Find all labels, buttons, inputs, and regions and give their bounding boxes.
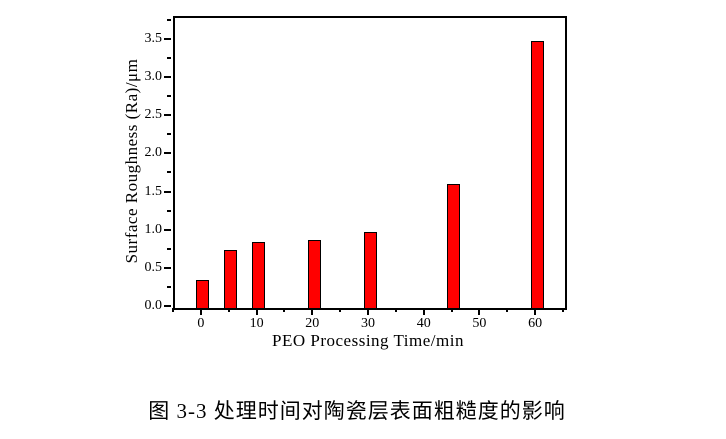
x-minor-tick (394, 308, 397, 312)
x-minor-tick (172, 308, 174, 312)
x-minor-tick (339, 308, 342, 312)
x-major-tick (478, 308, 481, 315)
x-tick-label: 40 (416, 316, 431, 331)
x-tick-label: 20 (305, 316, 320, 331)
x-minor-tick (562, 308, 564, 312)
y-minor-tick (167, 247, 171, 250)
x-tick-label: 60 (528, 316, 543, 331)
y-tick-label: 0.0 (144, 298, 163, 313)
y-tick-label: 0.5 (144, 259, 163, 275)
x-tick-label: 0 (197, 316, 205, 331)
y-tick-label: 1.0 (144, 221, 163, 237)
bar-20min (307, 240, 321, 308)
y-tick-label: 2.5 (144, 107, 163, 123)
bar-0min (196, 279, 210, 308)
y-major-tick (164, 305, 171, 307)
y-major-tick (164, 76, 171, 79)
y-minor-tick (167, 18, 171, 21)
x-tick-label: 50 (472, 316, 487, 331)
y-minor-tick (167, 209, 171, 212)
y-major-tick (164, 228, 171, 231)
bar-5min (224, 250, 238, 308)
x-minor-tick (283, 308, 286, 312)
y-tick-label: 1.5 (144, 183, 163, 199)
x-major-tick (311, 308, 314, 315)
bar-30min (363, 232, 377, 308)
bar-10min (252, 241, 266, 308)
y-minor-tick (167, 95, 171, 98)
y-minor-tick (167, 56, 171, 59)
bar-45min (447, 184, 461, 308)
figure-caption: 图 3-3 处理时间对陶瓷层表面粗糙度的影响 (148, 399, 566, 423)
y-minor-tick (167, 285, 171, 288)
x-major-tick (534, 308, 537, 315)
x-major-tick (367, 308, 369, 315)
y-major-tick (164, 266, 171, 269)
x-minor-tick (450, 308, 453, 312)
y-tick-label: 3.5 (144, 30, 163, 46)
x-minor-tick (227, 308, 230, 312)
x-major-tick (255, 308, 258, 315)
x-tick-label: 30 (361, 316, 375, 331)
y-major-tick (164, 114, 171, 117)
y-major-tick (164, 152, 171, 155)
x-tick-label: 10 (249, 316, 264, 331)
y-minor-tick (167, 133, 171, 136)
x-major-tick (199, 308, 202, 315)
x-major-tick (422, 308, 425, 315)
y-tick-label: 2.0 (144, 145, 163, 161)
bar-60min (530, 40, 544, 308)
plot-area (173, 16, 567, 310)
x-axis-title: PEO Processing Time/min (272, 331, 464, 350)
x-minor-tick (506, 308, 509, 312)
y-major-tick (164, 37, 171, 40)
y-tick-label: 3.0 (144, 69, 163, 85)
y-minor-tick (167, 171, 171, 174)
y-major-tick (164, 190, 171, 193)
